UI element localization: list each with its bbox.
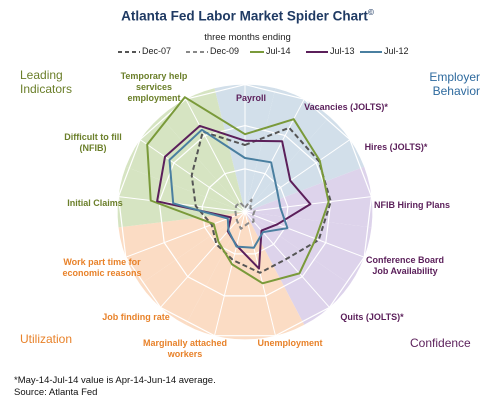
chart-title: Atlanta Fed Labor Market Spider Chart© <box>121 8 374 24</box>
axis-label: Work part time for economic reasons <box>62 257 141 278</box>
axis-label: Payroll <box>236 93 266 103</box>
sector-confidence <box>245 166 373 228</box>
axis-label: Initial Claims <box>67 198 123 208</box>
grid-spoke <box>244 211 330 308</box>
grid-spoke <box>244 139 351 213</box>
group-label-utilization: Utilization <box>20 332 73 346</box>
axis-label: Difficult to fill (NFIB) <box>64 132 122 153</box>
legend-item-jul12: Jul-12 <box>360 46 409 56</box>
axis-label: Marginally attached workers <box>143 338 227 359</box>
axis-label: Quits (JOLTS)* <box>340 312 404 322</box>
sector-employer-behavior <box>245 88 330 212</box>
series-dec09 <box>234 198 256 230</box>
axis-label: Hires (JOLTS)* <box>365 142 428 152</box>
sector-utilization <box>118 212 245 285</box>
sector-leading-indicators <box>125 116 245 212</box>
grid-spoke <box>160 211 246 308</box>
grid-spoke <box>185 98 246 213</box>
legend-item-dec07: Dec-07 <box>118 46 172 56</box>
footnote-source: Source: Atlanta Fed <box>14 387 98 398</box>
axis-label: Conference Board Job Availability <box>366 255 444 276</box>
axis-label: Vacancies (JOLTS)* <box>304 102 388 112</box>
sector-leading-indicators <box>160 88 245 212</box>
axis-label: Unemployment <box>257 338 322 348</box>
footnote-note: *May-14-Jul-14 value is Apr-14-Jun-14 av… <box>14 375 216 386</box>
sector-utilization <box>185 212 245 340</box>
grid-spoke <box>244 211 276 336</box>
axis-label: Temporary help services employment <box>121 71 188 103</box>
grid-spoke <box>118 196 246 213</box>
series-lines <box>146 96 332 285</box>
grid-spoke <box>214 211 246 336</box>
legend: Dec-07 Dec-09 Jul-14 Jul-13 Jul-12 <box>0 46 495 60</box>
group-label-employer-behavior: Employer Behavior <box>429 70 480 98</box>
group-sectors <box>117 84 373 340</box>
grid-spoke <box>244 98 305 213</box>
axis-labels: Payroll Vacancies (JOLTS)* Hires (JOLTS)* N… <box>62 71 450 359</box>
spider-chart: Payroll Vacancies (JOLTS)* Hires (JOLTS)* N… <box>62 71 450 359</box>
sector-confidence <box>245 212 350 325</box>
axis-label: Job finding rate <box>102 312 170 322</box>
grid-ring <box>158 124 332 297</box>
series-jul13 <box>156 124 312 270</box>
legend-item-dec09: Dec-09 <box>186 46 240 56</box>
series-jul12 <box>168 128 289 249</box>
sector-employer-behavior <box>245 116 365 212</box>
legend-item-jul13: Jul-13 <box>306 46 355 56</box>
group-label-confidence: Confidence <box>410 336 471 350</box>
grid-spoke <box>125 211 246 258</box>
group-label-leading-indicators: Leading Indicators <box>20 68 73 96</box>
series-jul14 <box>146 96 330 285</box>
chart-subtitle: three months ending <box>204 32 291 43</box>
grid-ring <box>117 83 373 337</box>
grid-spoke <box>244 211 365 258</box>
legend-item-jul14: Jul-14 <box>250 46 291 56</box>
footnote: *May-14-Jul-14 value is Apr-14-Jun-14 av… <box>14 375 216 399</box>
axis-label: NFIB Hiring Plans <box>374 200 450 210</box>
